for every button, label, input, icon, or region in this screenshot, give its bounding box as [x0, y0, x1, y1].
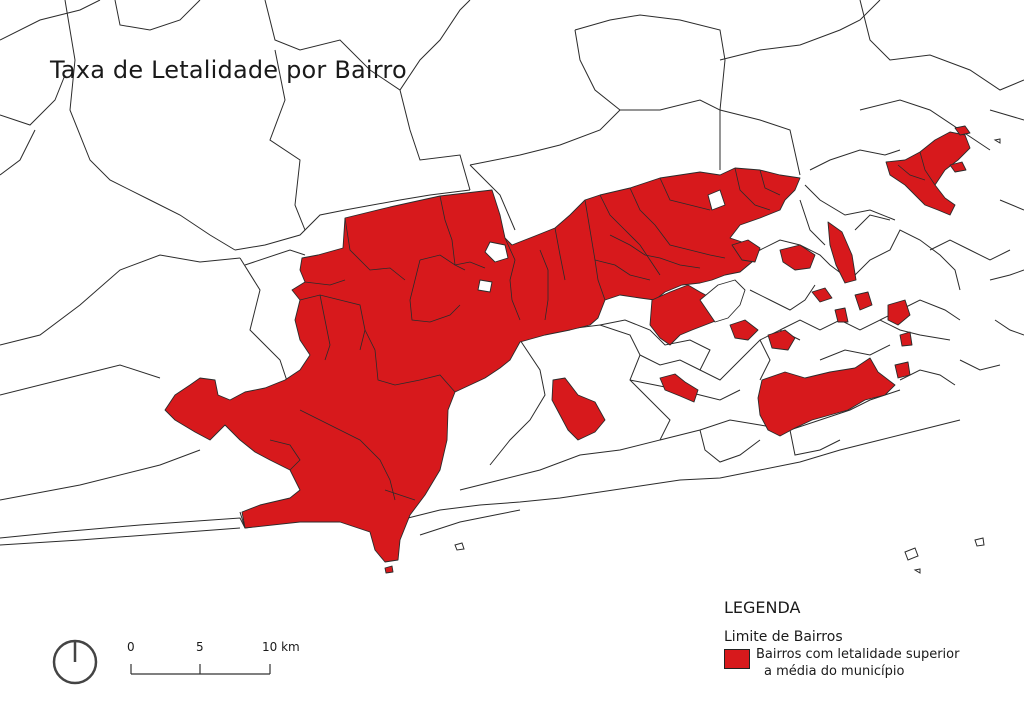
scale-label-5: 5 [196, 640, 204, 654]
north-zone-l [900, 332, 912, 346]
western-zone-cluster [165, 168, 800, 562]
north-zone-c [768, 330, 795, 350]
north-zone-b [730, 320, 758, 340]
north-zone-d [660, 374, 698, 402]
north-arrow-icon [54, 641, 96, 683]
north-east-cluster [886, 132, 970, 215]
north-zone-g [828, 222, 856, 283]
north-zone-h [812, 288, 832, 302]
north-zone-m [895, 362, 910, 378]
north-zone-i [855, 292, 872, 310]
high-lethality-neighbourhoods [165, 126, 970, 573]
legend-heading: LEGENDA [724, 598, 800, 617]
legend-highlight-line1: Bairros com letalidade superior [756, 646, 1006, 663]
north-zone-e [780, 245, 815, 270]
legend-highlight-label: Bairros com letalidade superior a média … [756, 646, 1006, 680]
north-zone-k [888, 300, 910, 325]
legend-highlight-swatch [724, 649, 750, 669]
scale-label-10: 10 km [262, 640, 300, 654]
map-title: Taxa de Letalidade por Bairro [50, 56, 407, 84]
legend-highlight-line2: a média do município [756, 663, 1006, 680]
ilha-do-governador [758, 358, 895, 436]
north-zone-j [835, 308, 848, 322]
scale-label-0: 0 [127, 640, 135, 654]
scale-bar [131, 664, 270, 674]
legend-boundary-label: Limite de Bairros [724, 629, 843, 645]
central-neighbourhood [552, 378, 605, 440]
